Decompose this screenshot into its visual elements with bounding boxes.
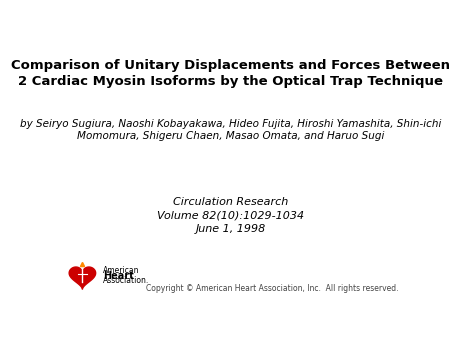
Text: by Seiryo Sugiura, Naoshi Kobayakawa, Hideo Fujita, Hiroshi Yamashita, Shin-ichi: by Seiryo Sugiura, Naoshi Kobayakawa, Hi… [20, 119, 441, 141]
Text: Comparison of Unitary Displacements and Forces Between
2 Cardiac Myosin Isoforms: Comparison of Unitary Displacements and … [11, 59, 450, 88]
Text: Copyright © American Heart Association, Inc.  All rights reserved.: Copyright © American Heart Association, … [145, 284, 398, 293]
Text: Circulation Research
Volume 82(10):1029-1034
June 1, 1998: Circulation Research Volume 82(10):1029-… [157, 197, 304, 234]
Polygon shape [69, 267, 96, 289]
Text: Association.: Association. [103, 276, 149, 285]
Text: Heart: Heart [103, 271, 133, 281]
Text: American: American [103, 266, 139, 275]
